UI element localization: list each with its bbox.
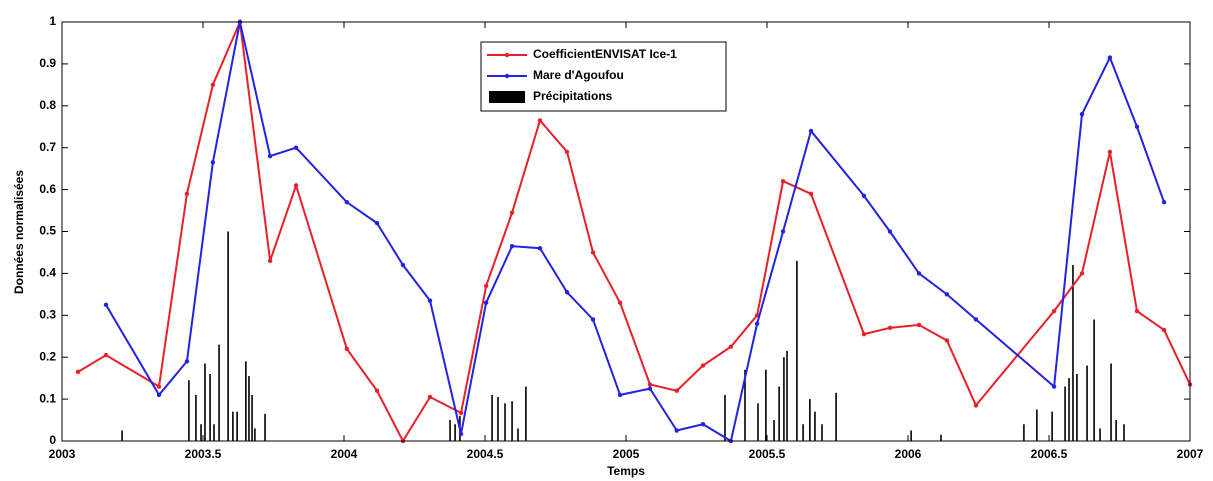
legend-label: Précipitations xyxy=(533,89,613,103)
series-marker xyxy=(728,344,734,349)
y-tick-label: 0 xyxy=(49,433,56,447)
y-tick-label: 0.7 xyxy=(39,140,56,154)
series-marker xyxy=(617,392,623,398)
series-marker xyxy=(483,300,489,305)
series-marker xyxy=(780,179,786,184)
series-marker xyxy=(916,322,922,328)
series-marker xyxy=(267,258,273,264)
legend-marker xyxy=(504,52,510,58)
series-marker xyxy=(344,346,350,352)
y-tick-label: 0.6 xyxy=(39,182,56,196)
series-marker xyxy=(1107,149,1113,155)
series-marker xyxy=(267,153,273,159)
series-marker xyxy=(537,118,543,123)
x-tick-label: 2007 xyxy=(1177,447,1204,461)
legend-label: CoefficientENVISAT Ice-1 xyxy=(533,47,677,61)
series-marker xyxy=(1051,384,1057,389)
series-marker xyxy=(537,246,543,251)
series-marker xyxy=(861,193,867,199)
series-marker xyxy=(564,290,570,295)
series-marker xyxy=(458,431,464,437)
series-marker xyxy=(700,422,706,427)
series-marker xyxy=(293,145,299,150)
series-marker xyxy=(944,338,950,343)
y-tick-label: 0.4 xyxy=(39,266,56,280)
series-marker xyxy=(184,359,190,364)
series-marker xyxy=(617,300,623,305)
series-marker xyxy=(483,283,489,289)
x-tick-label: 2006 xyxy=(895,447,922,461)
series-marker xyxy=(374,388,380,393)
x-tick-label: 2005 xyxy=(613,447,640,461)
series-marker xyxy=(590,317,596,322)
series-marker xyxy=(374,220,380,226)
y-tick-label: 0.1 xyxy=(39,391,56,405)
series-marker xyxy=(1134,124,1140,129)
y-tick-label: 0.8 xyxy=(39,98,56,112)
series-marker xyxy=(808,191,814,196)
series-marker xyxy=(808,128,814,134)
series-marker xyxy=(427,298,433,303)
legend-label: Mare d'Agoufou xyxy=(533,68,624,82)
series-marker xyxy=(647,382,653,387)
series-marker xyxy=(509,243,515,249)
x-tick-label: 2003.5 xyxy=(185,447,222,461)
series-marker xyxy=(564,149,570,155)
series-marker xyxy=(210,160,216,165)
series-marker xyxy=(590,250,596,255)
series-marker xyxy=(887,325,893,331)
series-marker xyxy=(1107,55,1113,60)
series-marker xyxy=(458,410,464,416)
series-marker xyxy=(344,199,350,205)
y-tick-label: 0.2 xyxy=(39,349,56,363)
series-marker xyxy=(400,262,406,268)
series-marker xyxy=(1161,327,1167,333)
series-marker xyxy=(293,183,299,188)
series-marker xyxy=(754,321,760,326)
x-axis-label: Temps xyxy=(607,464,645,478)
series-marker xyxy=(156,384,162,389)
series-marker xyxy=(1134,308,1140,314)
series-marker xyxy=(944,292,950,297)
x-tick-label: 2006.5 xyxy=(1031,447,1068,461)
series-marker xyxy=(1079,111,1085,117)
x-tick-label: 2004 xyxy=(331,447,358,461)
series-marker xyxy=(861,331,867,337)
y-tick-label: 0.9 xyxy=(39,56,56,70)
series-marker xyxy=(1161,199,1167,205)
series-marker xyxy=(103,302,109,308)
series-marker xyxy=(156,392,162,398)
x-tick-label: 2005.5 xyxy=(749,447,786,461)
series-marker xyxy=(887,229,893,234)
y-axis-label: Données normalisées xyxy=(12,170,26,294)
series-marker xyxy=(1079,271,1085,276)
x-tick-label: 2003 xyxy=(49,447,76,461)
series-marker xyxy=(780,229,786,234)
series-marker xyxy=(647,386,653,391)
series-marker xyxy=(973,403,979,408)
series-marker xyxy=(674,428,679,433)
legend-swatch xyxy=(489,91,525,103)
series-marker xyxy=(184,191,190,196)
series-marker xyxy=(509,210,515,215)
y-tick-label: 1 xyxy=(49,14,56,28)
series-marker xyxy=(674,388,679,393)
legend-marker xyxy=(504,73,510,79)
x-tick-label: 2004.5 xyxy=(467,447,504,461)
y-tick-label: 0.5 xyxy=(39,224,56,238)
series-marker xyxy=(75,369,81,375)
series-marker xyxy=(427,394,433,400)
series-marker xyxy=(700,363,706,368)
series-marker xyxy=(973,317,979,322)
y-tick-label: 0.3 xyxy=(39,307,56,321)
series-marker xyxy=(916,271,922,276)
series-marker xyxy=(1051,308,1057,314)
series-marker xyxy=(210,82,216,88)
series-marker xyxy=(103,352,109,358)
